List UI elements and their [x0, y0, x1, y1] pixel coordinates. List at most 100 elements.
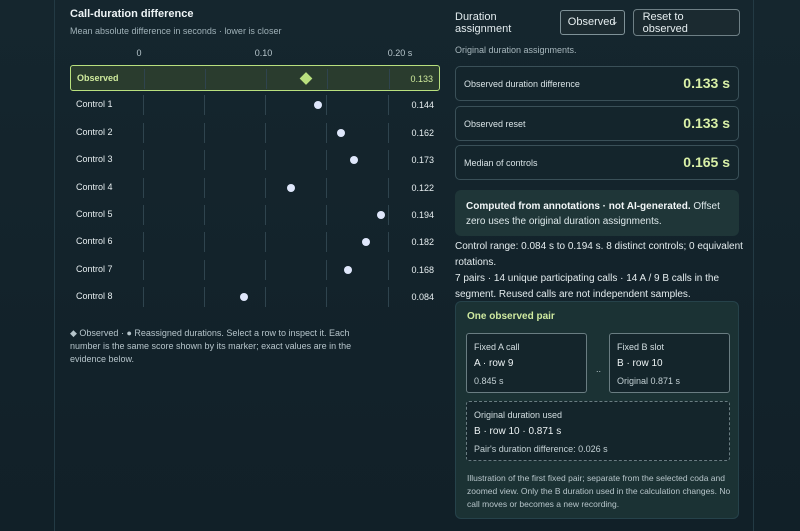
row-value: 0.168: [411, 264, 434, 275]
side-panel: Duration assignment Observed ⌄ Reset to …: [455, 9, 743, 519]
box-main: B · row 10 · 0.871 s: [474, 426, 562, 437]
gridline: [143, 205, 144, 225]
gridline: [266, 69, 267, 89]
chart-row-control-8[interactable]: Control 8 0.084: [70, 284, 440, 310]
gridline: [388, 150, 389, 171]
gridline: [326, 287, 327, 308]
row-value: 0.122: [411, 182, 434, 193]
metric-median-controls: Median of controls 0.165 s: [455, 145, 739, 180]
control-marker: [350, 156, 359, 165]
row-label: Observed: [77, 73, 119, 83]
gridline: [326, 95, 327, 116]
control-marker: [376, 211, 385, 219]
illustration-note: Illustration of the first fixed pair; se…: [467, 473, 731, 509]
gridline: [265, 259, 266, 280]
range-line: Control range: 0.084 s to 0.194 s. 8 dis…: [455, 241, 743, 268]
gridline: [204, 177, 205, 198]
gridline: [388, 287, 389, 308]
gridline: [204, 287, 205, 308]
gridline: [204, 150, 205, 171]
row-value: 0.162: [411, 127, 434, 138]
observed-marker: [299, 72, 312, 85]
control-marker: [361, 238, 370, 247]
chart-row-control-3[interactable]: Control 3 0.173: [70, 147, 440, 173]
box-heading: Original duration used: [474, 410, 563, 420]
chart-row-control-1[interactable]: Control 1 0.144: [70, 92, 440, 118]
control-marker: [336, 128, 345, 137]
metric-observed-difference: Observed duration difference 0.133 s: [455, 66, 739, 101]
row-label: Control 6: [76, 236, 113, 247]
row-label: Control 4: [76, 181, 113, 192]
chart-row-control-7[interactable]: Control 7 0.168: [70, 257, 440, 283]
gridline: [265, 122, 266, 143]
control-marker: [344, 265, 353, 274]
row-value: 0.084: [411, 292, 434, 303]
gridline: [143, 232, 144, 253]
computed-note-rest: Offset zero uses the original duration a…: [466, 201, 720, 227]
row-value: 0.173: [411, 155, 434, 166]
gridline: [204, 205, 205, 225]
chart-row-control-6[interactable]: Control 6 0.182: [70, 229, 440, 255]
fixed-b-slot-box: Fixed B slot B · row 10 Original 0.871 s: [609, 333, 730, 393]
chevron-down-icon: ⌄: [611, 16, 619, 26]
chart-row-control-2[interactable]: Control 2 0.162: [70, 120, 440, 146]
gridline: [327, 69, 328, 89]
computed-note: Computed from annotations · not AI-gener…: [455, 190, 739, 236]
row-label: Control 8: [76, 291, 113, 302]
row-value: 0.194: [411, 210, 434, 220]
metric-label: Observed reset: [464, 119, 526, 129]
gridline: [205, 69, 206, 89]
gridline: [265, 205, 266, 225]
gridline: [204, 95, 205, 116]
row-value: 0.144: [411, 100, 434, 111]
metric-value: 0.133 s: [683, 75, 730, 91]
gridline: [143, 177, 144, 198]
x-tick-label: 0: [136, 48, 142, 58]
row-label: Control 2: [76, 126, 113, 137]
gridline: [143, 150, 144, 171]
chart-title: Call-duration difference: [70, 8, 194, 20]
gridline: [144, 69, 145, 89]
gridline: [388, 259, 389, 280]
gridline: [326, 150, 327, 171]
gridline: [204, 122, 205, 143]
gridline: [204, 232, 205, 253]
gridline: [143, 259, 144, 280]
gridline: [388, 122, 389, 143]
chart-panel: Call-duration difference Mean absolute d…: [70, 8, 440, 364]
controls-row: Duration assignment Observed ⌄ Reset to …: [455, 9, 740, 36]
gridline: [143, 287, 144, 308]
gridline: [265, 150, 266, 171]
original-note: Original duration assignments.: [455, 45, 577, 55]
gridline: [265, 232, 266, 253]
range-line: 7 pairs · 14 unique participating calls …: [455, 273, 720, 300]
chart-subtitle: Mean absolute difference in seconds · lo…: [70, 26, 282, 36]
metric-value: 0.133 s: [683, 115, 730, 131]
duration-assignment-label: Duration assignment: [455, 10, 512, 35]
duration-assignment-select[interactable]: Observed ⌄: [559, 10, 625, 35]
pair-separator: ..: [596, 364, 602, 374]
gridline: [143, 95, 144, 116]
gridline: [326, 259, 327, 280]
gridline: [388, 232, 389, 253]
control-marker: [239, 293, 248, 302]
gridline: [265, 95, 266, 116]
box-sub: Pair's duration difference: 0.026 s: [474, 444, 608, 454]
chart-row-control-5[interactable]: Control 5 0.194: [70, 202, 440, 228]
row-label: Control 5: [76, 209, 113, 219]
metric-observed-reset: Observed reset 0.133 s: [455, 106, 739, 141]
box-heading: Fixed A call: [474, 342, 520, 352]
gridline: [265, 287, 266, 308]
select-value: Observed: [567, 16, 616, 28]
computed-note-bold: Computed from annotations · not AI-gener…: [466, 201, 691, 212]
x-tick-label: 0.20 s: [387, 48, 413, 58]
chart-row-control-4[interactable]: Control 4 0.122: [70, 175, 440, 201]
chart-row-observed[interactable]: Observed 0.133: [70, 65, 440, 91]
pair-title: One observed pair: [467, 311, 555, 322]
gridline: [204, 259, 205, 280]
x-tick-label: 0.10: [254, 48, 273, 58]
reset-button[interactable]: Reset to observed: [632, 9, 740, 36]
observed-pair-panel: One observed pair Fixed A call A · row 9…: [455, 301, 739, 519]
gridline: [326, 232, 327, 253]
x-axis: 0 0.10 0.20 s: [70, 48, 440, 62]
